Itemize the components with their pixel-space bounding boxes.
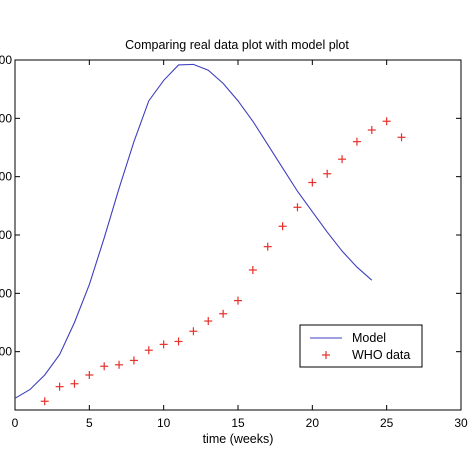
y-tick-label: 00	[0, 170, 12, 184]
who-data-point	[397, 133, 406, 142]
who-data-point	[219, 309, 228, 318]
who-data-point	[278, 222, 287, 231]
who-data-point	[293, 203, 302, 212]
who-data-point	[234, 296, 242, 305]
who-data-point	[189, 327, 198, 336]
who-data-point	[40, 397, 49, 406]
y-tick-label: 00	[0, 228, 12, 242]
x-tick-label: 20	[306, 416, 320, 430]
x-tick-label: 0	[12, 416, 19, 430]
x-tick-label: 5	[86, 416, 93, 430]
who-data-point	[263, 242, 272, 251]
who-data-point	[100, 362, 109, 371]
who-data-point	[367, 126, 376, 134]
axis-ticks	[14, 59, 462, 411]
model-series-line	[14, 63, 373, 399]
who-data-point	[338, 155, 347, 164]
legend-box	[299, 324, 423, 368]
legend-who-label: WHO data	[352, 348, 410, 362]
x-axis-label: time (weeks)	[203, 432, 274, 446]
who-data-point	[248, 266, 257, 274]
series-layer	[14, 63, 406, 406]
who-data-point	[144, 346, 153, 355]
x-tick-labels: 0 5 10 15 20 25 30	[12, 416, 468, 430]
who-data-point	[115, 360, 124, 369]
who-data-point	[204, 317, 213, 326]
x-tick-label: 25	[380, 416, 394, 430]
y-tick-label: 00	[0, 345, 12, 359]
y-tick-label: 00	[0, 111, 12, 125]
who-data-point	[159, 340, 168, 349]
x-tick-label: 10	[157, 416, 171, 430]
y-tick-label: 00	[0, 286, 12, 300]
legend-model-label: Model	[352, 331, 386, 345]
who-data-point	[55, 382, 64, 391]
who-data-point	[129, 356, 138, 365]
who-data-point	[70, 379, 79, 388]
who-data-point	[308, 178, 317, 187]
chart-title: Comparing real data plot with model plot	[125, 38, 349, 52]
x-tick-label: 30	[454, 416, 468, 430]
legend-who-marker	[322, 351, 330, 359]
who-data-point	[85, 371, 94, 379]
legend-who-swatch	[322, 351, 330, 359]
legend: Model WHO data	[299, 324, 423, 368]
y-tick-labels: 00 00 00 00 00 00	[0, 53, 12, 359]
who-data-point	[352, 137, 361, 146]
who-data-point	[323, 169, 332, 178]
y-tick-label: 00	[0, 53, 12, 67]
x-tick-label: 15	[231, 416, 245, 430]
who-data-point	[382, 117, 391, 126]
who-data-point	[174, 337, 183, 346]
